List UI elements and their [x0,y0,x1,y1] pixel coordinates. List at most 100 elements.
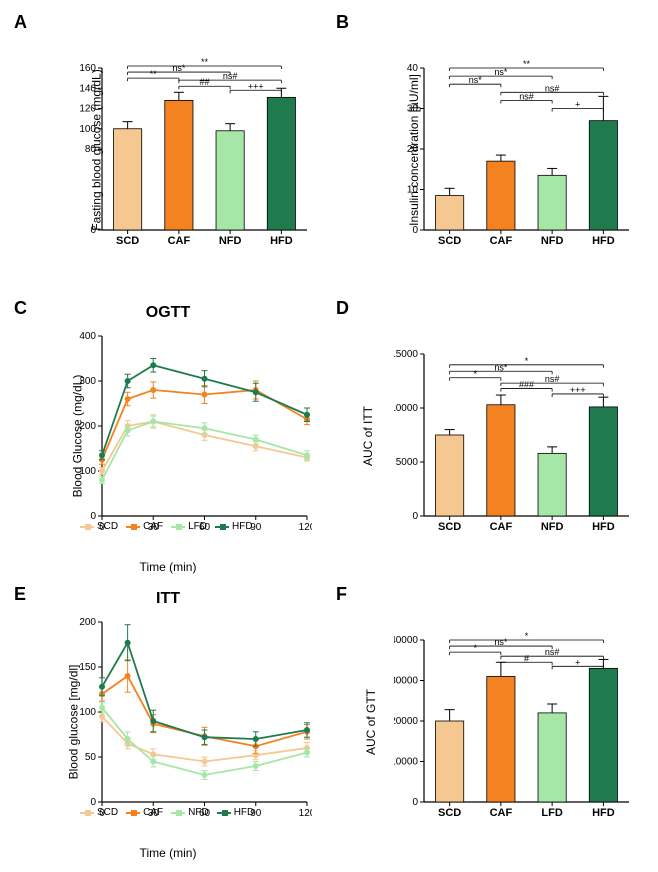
svg-text:CAF: CAF [490,521,513,533]
svg-text:80: 80 [85,144,97,155]
figure-grid: A Fasting blood glucose (mg/dL) 08010012… [10,10,648,862]
svg-text:SCD: SCD [438,807,461,819]
svg-text:15000: 15000 [394,349,418,360]
svg-text:120: 120 [299,808,312,819]
chart-area-a: 080100120140160SCDCAFNFDHFD**ns***##ns#+… [72,40,312,250]
svg-text:NFD: NFD [541,235,564,247]
svg-text:###: ### [519,380,534,390]
svg-text:*: * [473,369,477,379]
legend-item: SCD [80,521,118,532]
chart-area-f: 010000200003000040000SCDCAFLFDHFD*ns**#n… [394,612,634,822]
legend-item: NFD [171,807,209,818]
panel-a: A Fasting blood glucose (mg/dL) 08010012… [10,10,326,290]
svg-text:40000: 40000 [394,635,418,646]
svg-text:140: 140 [79,83,96,94]
legend-label: LFD [188,521,207,532]
svg-text:10000: 10000 [394,403,418,414]
svg-text:HFD: HFD [592,235,615,247]
svg-text:SCD: SCD [438,235,461,247]
svg-text:ns*: ns* [469,75,483,85]
legend-item: LFD [171,521,207,532]
svg-text:+++: +++ [248,81,264,91]
svg-text:**: ** [523,59,531,69]
svg-text:200: 200 [79,421,96,432]
svg-text:ns*: ns* [494,67,508,77]
svg-text:100: 100 [79,124,96,135]
svg-text:+: + [575,100,580,110]
svg-text:160: 160 [79,63,96,74]
legend-item: CAF [126,807,163,818]
panel-c: C OGTT Blood Glucose (mg/dL) Time (min) … [10,296,326,576]
chart-title: ITT [156,590,180,608]
svg-text:HFD: HFD [592,521,615,533]
svg-text:100: 100 [79,466,96,477]
legend-item: HFD [217,807,255,818]
svg-text:ns#: ns# [545,374,560,384]
svg-text:SCD: SCD [438,521,461,533]
svg-text:0: 0 [412,225,418,236]
svg-text:#: # [524,653,529,663]
x-axis-label: Time (min) [140,846,197,860]
chart-area-c: 01002003004000306090120 [72,326,312,536]
svg-text:120: 120 [299,522,312,533]
legend-item: SCD [80,807,118,818]
legend-swatch [126,812,140,814]
legend-item: HFD [215,521,253,532]
chart-area-b: 010203040SCDCAFNFDHFDns*ns***ns#ns#+ [394,40,634,250]
legend-label: HFD [234,807,255,818]
legend-swatch [215,526,229,528]
svg-text:120: 120 [79,104,96,115]
svg-text:**: ** [201,57,209,67]
svg-text:HFD: HFD [270,235,293,247]
legend-swatch [80,812,94,814]
svg-text:300: 300 [79,376,96,387]
svg-text:100: 100 [79,707,96,718]
svg-text:##: ## [199,77,209,87]
svg-text:HFD: HFD [592,807,615,819]
panel-b: B Insulin concentration [µU/ml] 01020304… [332,10,648,290]
svg-text:CAF: CAF [490,807,513,819]
legend-swatch [171,526,185,528]
panel-label: E [14,584,26,605]
svg-text:0: 0 [90,225,96,236]
legend: SCD CAF LFD HFD [80,521,253,532]
svg-text:50: 50 [85,752,97,763]
svg-text:CAF: CAF [490,235,513,247]
y-axis-label: AUC of ITT [361,406,375,466]
svg-text:10: 10 [407,185,419,196]
panel-f: F AUC of GTT 010000200003000040000SCDCAF… [332,582,648,862]
svg-text:**: ** [150,69,158,79]
svg-text:ns#: ns# [519,91,534,101]
x-axis-label: Time (min) [140,560,197,574]
svg-text:400: 400 [79,331,96,342]
svg-text:ns#: ns# [545,647,560,657]
chart-area-e: 0501001502000306090120 [72,612,312,822]
svg-text:*: * [525,631,529,641]
svg-text:*: * [525,356,529,366]
legend-swatch [171,812,185,814]
svg-text:5000: 5000 [396,457,419,468]
svg-text:200: 200 [79,617,96,628]
svg-text:LFD: LFD [541,807,562,819]
svg-text:20000: 20000 [394,716,418,727]
svg-text:0: 0 [412,511,418,522]
panel-e: E ITT Blood glucose [mg/dl] Time (min) 0… [10,582,326,862]
panel-label: C [14,298,27,319]
svg-text:SCD: SCD [116,235,139,247]
svg-text:NFD: NFD [219,235,242,247]
legend-item: CAF [126,521,163,532]
svg-text:20: 20 [407,144,419,155]
chart-title: OGTT [146,304,190,322]
svg-text:ns#: ns# [545,83,560,93]
legend-swatch [217,812,231,814]
svg-text:30000: 30000 [394,676,418,687]
svg-text:NFD: NFD [541,521,564,533]
svg-text:ns*: ns* [172,63,186,73]
legend-label: SCD [97,521,118,532]
svg-text:+: + [575,657,580,667]
chart-area-d: 050001000015000SCDCAFNFDHFD*ns**###ns#++… [394,326,634,536]
svg-text:40: 40 [407,63,419,74]
y-axis-label: AUC of GTT [364,689,378,755]
legend-swatch [80,526,94,528]
svg-text:150: 150 [79,662,96,673]
